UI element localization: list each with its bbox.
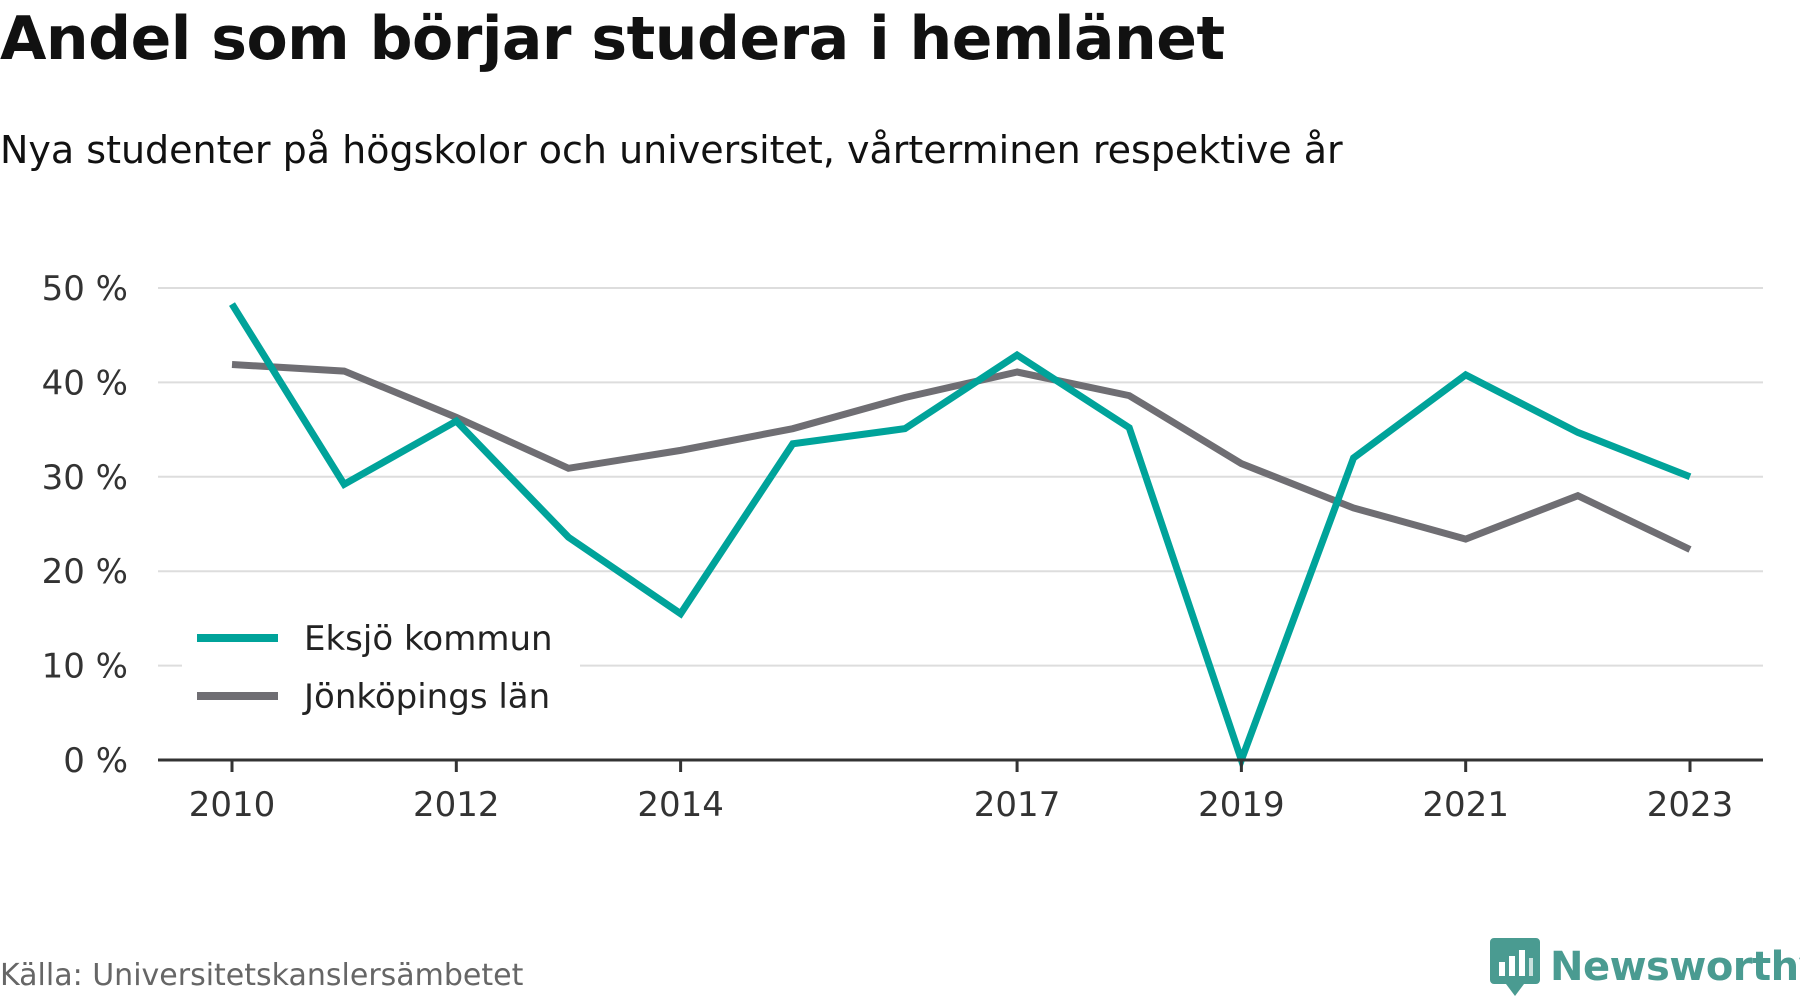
x-tick-label-2023: 2023 (1647, 785, 1734, 825)
y-tick-label-10: 10 % (42, 647, 128, 687)
x-tick-label-2010: 2010 (189, 785, 276, 825)
series-lines (229, 302, 1692, 771)
x-tick-label-2012: 2012 (413, 785, 500, 825)
x-axis-ticks: 2010 2012 2014 2017 2019 2021 2023 (189, 760, 1734, 825)
chart-subtitle: Nya studenter på högskolor och universit… (0, 128, 1343, 172)
legend-label-eksjo: Eksjö kommun (304, 619, 553, 659)
y-tick-label-40: 40 % (42, 363, 128, 403)
y-tick-label-50: 50 % (42, 269, 128, 309)
newsworthy-logo[interactable]: Newsworthy (1490, 938, 1800, 996)
legend-background (182, 598, 580, 724)
x-tick-label-2021: 2021 (1422, 785, 1509, 825)
y-axis-ticks: 0 % 10 % 20 % 30 % 40 % 50 % (42, 269, 128, 781)
source-note: Källa: Universitetskanslersämbetet (0, 958, 524, 993)
series-line-eksjo (229, 302, 1692, 771)
legend-label-jonkoping: Jönköpings län (302, 677, 550, 717)
y-tick-label-0: 0 % (63, 741, 128, 781)
x-tick-label-2017: 2017 (974, 785, 1061, 825)
bar-chart-icon (1490, 938, 1540, 996)
x-tick-label-2019: 2019 (1198, 785, 1285, 825)
y-tick-label-30: 30 % (42, 458, 128, 498)
y-tick-label-20: 20 % (42, 552, 128, 592)
series-line-jonkoping (231, 360, 1692, 553)
brand-name: Newsworthy (1550, 944, 1800, 990)
chart-title: Andel som börjar studera i hemlänet (0, 4, 1225, 74)
x-tick-label-2014: 2014 (637, 785, 724, 825)
legend: Eksjö kommun Jönköpings län (182, 598, 580, 724)
